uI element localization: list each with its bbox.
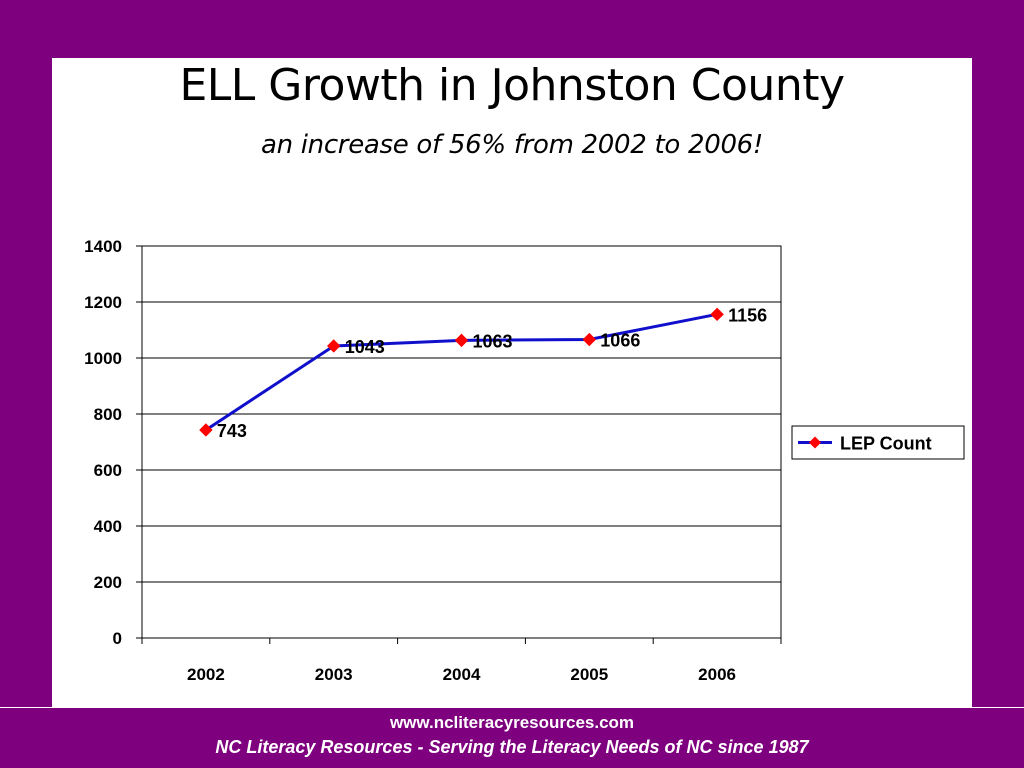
plot-area-border [141, 245, 782, 639]
x-tick-label: 2003 [315, 665, 353, 684]
y-tick-label: 0 [113, 629, 122, 648]
data-labels: 743 1043 1063 1066 1156 [217, 305, 767, 441]
y-tick-label: 1000 [84, 349, 122, 368]
data-point-marker [710, 307, 724, 322]
data-point-marker [326, 339, 341, 353]
data-label: 743 [217, 421, 247, 441]
y-tick-label: 400 [94, 517, 122, 536]
y-tick-label: 1200 [84, 293, 122, 312]
legend-label: LEP Count [840, 434, 932, 454]
y-tick-label: 800 [94, 405, 122, 424]
y-tick-label: 200 [94, 573, 122, 592]
data-point-marker [454, 333, 469, 348]
footer-tagline: NC Literacy Resources - Serving the Lite… [215, 737, 809, 757]
legend-marker-swatch [809, 436, 821, 449]
footer-divider [0, 707, 1024, 708]
data-label: 1063 [473, 331, 513, 351]
slide-panel [52, 58, 972, 707]
grid-lines [141, 245, 782, 639]
y-tick-label: 600 [94, 461, 122, 480]
data-label: 1156 [728, 305, 767, 325]
series-lep-count [199, 307, 724, 437]
x-tick-label: 2004 [443, 665, 481, 684]
slide-title: ELL Growth in Johnston County [179, 60, 845, 111]
data-point-marker [582, 332, 597, 347]
data-label: 1043 [345, 337, 385, 357]
x-tick-label: 2002 [187, 665, 225, 684]
footer-url: www.ncliteracyresources.com [389, 713, 635, 732]
data-point-marker [199, 423, 213, 437]
data-label: 1066 [600, 331, 640, 351]
y-tick-label: 1400 [84, 237, 122, 256]
x-tick-label: 2005 [570, 665, 608, 684]
x-tick-label: 2006 [698, 665, 736, 684]
series-line [205, 312, 718, 432]
slide-subtitle: an increase of 56% from 2002 to 2006! [260, 130, 764, 160]
legend: LEP Count [791, 425, 965, 460]
axes: 0 200 400 600 800 1000 1200 1400 2002 2003 2004 200… [84, 237, 782, 684]
